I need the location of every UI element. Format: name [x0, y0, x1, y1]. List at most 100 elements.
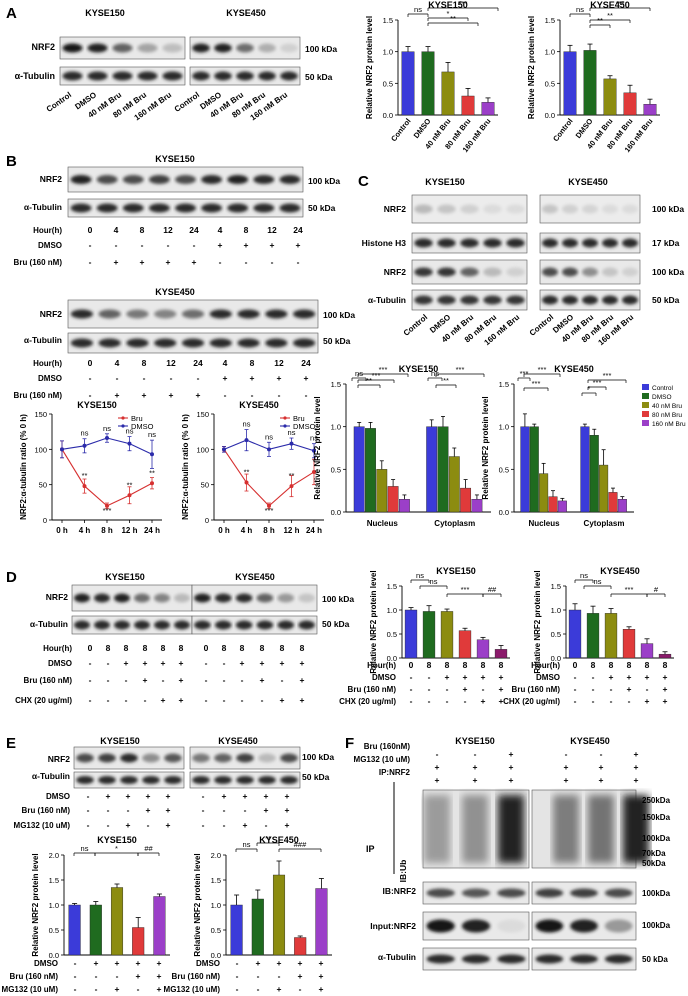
data-point [150, 481, 154, 486]
bar [426, 426, 438, 513]
kda-marker: 50 kDa [652, 295, 680, 305]
blot-c-row2-kyse150 [411, 259, 528, 285]
sign-cell: - [205, 658, 208, 668]
blot-b-tubulin-kyse450 [67, 332, 319, 354]
sign-cell: + [114, 257, 119, 267]
sign-cell: 8 [222, 643, 227, 653]
sign-cell: - [74, 958, 77, 968]
blot-band [602, 204, 618, 214]
blot-d-nrf2-kyse150 [71, 584, 193, 612]
y-tick-label: 1.0 [383, 48, 393, 57]
blot-c-row0-kyse150 [411, 194, 528, 224]
d-row-150-2: - - - + - + [89, 675, 184, 685]
sign-cell: 4 [114, 225, 119, 235]
sign-cell: 24 [301, 358, 311, 368]
blot-band [201, 203, 223, 213]
sign-cell: - [89, 373, 92, 383]
blot-band [112, 43, 133, 53]
bar-chart-c1: KYSE150 0.0 0.5 1.0 1.5 Relative NRF2 protein… [313, 364, 491, 528]
blot-band [582, 204, 598, 214]
ub-smear [498, 795, 524, 863]
sign-cell: 12 [274, 358, 284, 368]
blot-title: KYSE450 [155, 287, 195, 297]
blot-band [126, 338, 149, 348]
bar [604, 613, 618, 659]
sig-label: ns [431, 369, 439, 378]
bar [603, 78, 617, 116]
y-tick-label: 0.0 [551, 654, 561, 663]
blot-band [237, 338, 260, 348]
blot-band [87, 71, 108, 81]
blot-band [227, 203, 249, 213]
category-label: Cytoplasm [584, 519, 625, 528]
bar [153, 896, 166, 956]
sign-cell: - [271, 257, 274, 267]
y-axis-label: Relative NRF2 protein level [365, 16, 374, 119]
blot-title: KYSE450 [218, 736, 258, 746]
y-axis-label: NRF2:α-tubulin ratio (% 0 h) [19, 414, 28, 520]
y-tick-label: 2.0 [211, 851, 221, 860]
sign-cell: - [428, 684, 431, 694]
bar [401, 51, 415, 116]
blot-band [214, 43, 232, 53]
sign-cell: + [285, 805, 290, 815]
legend-label: 80 nM Bru [652, 412, 682, 419]
y-tick-label: 0.0 [499, 508, 509, 517]
bar [441, 71, 455, 116]
sign-cell: + [179, 695, 184, 705]
blot-band [174, 593, 190, 603]
row-label: MG132 (10 uM) [164, 985, 221, 994]
sig-label: * [447, 9, 450, 18]
blot-band [506, 238, 525, 248]
y-tick-label: 100 [34, 445, 47, 454]
blot-band [460, 238, 479, 248]
blot-band [142, 753, 160, 763]
sign-cell: + [124, 658, 129, 668]
sig-label: ns [288, 428, 296, 437]
sign-cell: + [161, 658, 166, 668]
bar [89, 904, 102, 956]
blot-band [70, 338, 93, 348]
blot-band [460, 267, 479, 277]
sign-cell: - [299, 984, 302, 994]
d-chart-row-150-1: - - + + + + [410, 672, 504, 682]
blot-b-tubulin-kyse150 [67, 198, 304, 218]
blot-band [237, 309, 260, 319]
y-tick-label: 1.0 [387, 606, 397, 615]
sign-cell: - [170, 373, 173, 383]
bar [315, 888, 328, 956]
blot-band [253, 203, 275, 213]
sig-label: ns [430, 577, 438, 586]
blot-band [214, 753, 232, 763]
y-tick-label: 0.0 [331, 508, 341, 517]
sign-cell: + [564, 775, 569, 785]
y-tick-label: 0.5 [545, 79, 555, 88]
blot-band [214, 620, 232, 630]
y-tick-label: 0.0 [211, 951, 221, 960]
blot-row-label: NRF2 [384, 267, 406, 277]
y-tick-label: 0.5 [551, 630, 561, 639]
blot-band [461, 954, 491, 964]
blot-band [535, 888, 564, 898]
sig-label: ## [488, 585, 497, 594]
blot-band [235, 620, 253, 630]
blot-band [258, 753, 276, 763]
sig-label: ** [450, 14, 456, 23]
y-axis-label: Relative NRF2 protein level [193, 853, 202, 956]
blot-band [602, 238, 618, 248]
sign-cell: 8 [143, 643, 148, 653]
blot-band [437, 267, 456, 277]
sign-cell: 0 [88, 643, 93, 653]
series-line [223, 449, 315, 507]
kda-marker: 100 kDa [302, 752, 334, 762]
blot-band [236, 753, 254, 763]
data-point [60, 447, 64, 452]
data-point [289, 484, 294, 489]
sign-cell: - [297, 257, 300, 267]
y-axis-label: Relative NRF2 protein level [481, 396, 490, 499]
blot-band [126, 309, 149, 319]
sign-cell: - [107, 675, 110, 685]
sign-cell: - [474, 749, 477, 759]
blot-band [460, 295, 479, 305]
sign-cell: 8 [142, 358, 147, 368]
